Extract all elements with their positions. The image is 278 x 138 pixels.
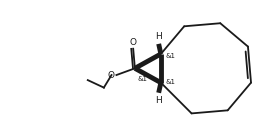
Text: H: H — [155, 95, 162, 104]
Text: O: O — [108, 71, 115, 79]
Text: &1: &1 — [166, 79, 176, 85]
Text: &1: &1 — [166, 53, 176, 59]
Text: H: H — [155, 32, 162, 41]
Text: O: O — [130, 38, 137, 47]
Text: &1: &1 — [137, 76, 147, 82]
